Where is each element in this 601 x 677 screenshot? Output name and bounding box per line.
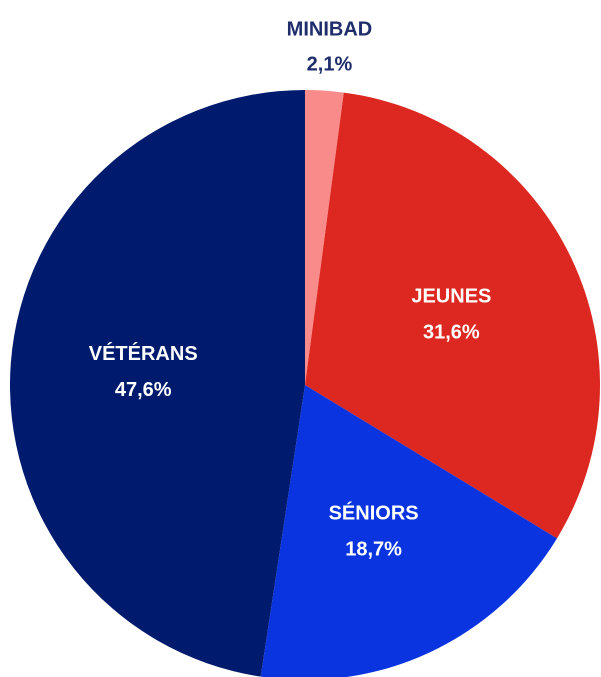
slice-value-label: 47,6% [115, 379, 172, 401]
slice-value-label: 31,6% [423, 321, 480, 343]
pie-slice [260, 385, 558, 677]
pie-slice [305, 90, 344, 385]
slice-label: VÉTÉRANS [89, 342, 198, 365]
pie-slice [10, 90, 305, 677]
slice-label: SÉNIORS [329, 501, 419, 524]
slice-label: JEUNES [411, 285, 491, 307]
slice-value-label: 2,1% [307, 53, 353, 75]
slice-value-label: 18,7% [345, 538, 402, 560]
slice-label: MINIBAD [287, 18, 373, 40]
pie-slice [305, 92, 601, 539]
